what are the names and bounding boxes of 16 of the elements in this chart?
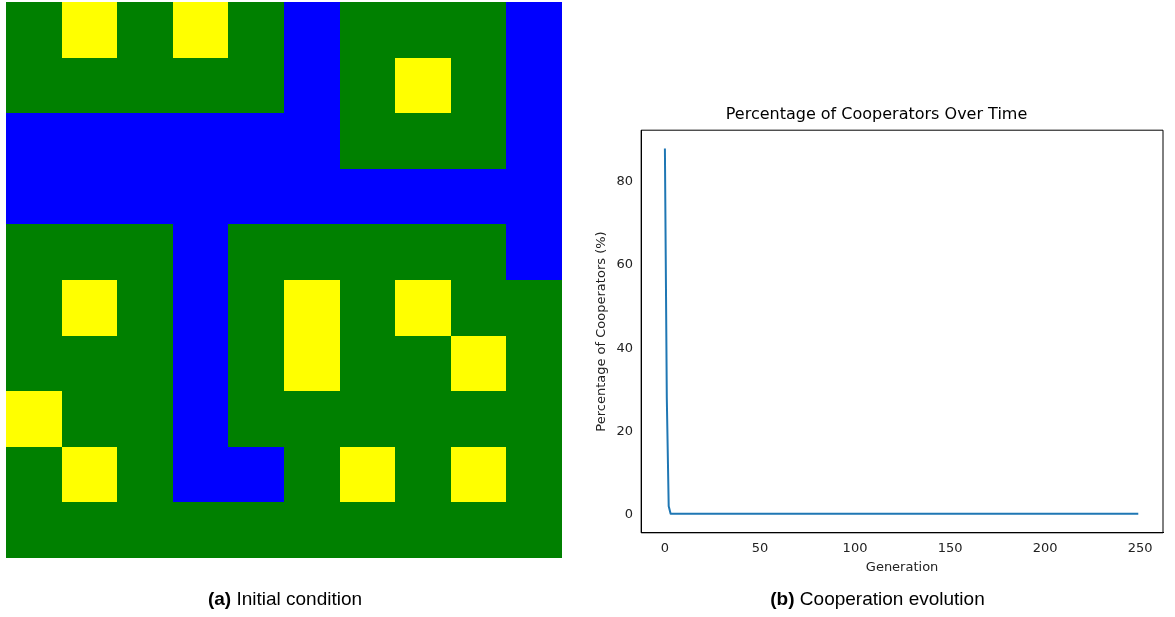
x-tick-label: 250 — [1127, 539, 1153, 555]
chart-title: Percentage of Cooperators Over Time — [725, 103, 1028, 123]
x-tick-label: 0 — [660, 539, 670, 555]
x-tick-label: 50 — [751, 539, 769, 555]
x-axis-title: Generation — [865, 558, 939, 574]
text: (a) Initial condition — [206, 588, 364, 610]
x-tick-label: 200 — [1032, 539, 1058, 555]
y-tick-label: 20 — [616, 422, 634, 438]
y-tick-label: 40 — [616, 339, 634, 355]
y-tick-label: 0 — [624, 505, 634, 521]
y-tick-label: 60 — [616, 256, 634, 272]
y-tick-label: 80 — [616, 173, 634, 189]
text: (b) Cooperation evolution — [769, 588, 986, 610]
x-tick-label: 100 — [842, 539, 868, 555]
x-tick-label: 150 — [937, 539, 963, 555]
y-axis-title: Percentage of Cooperators (%) — [593, 231, 609, 432]
